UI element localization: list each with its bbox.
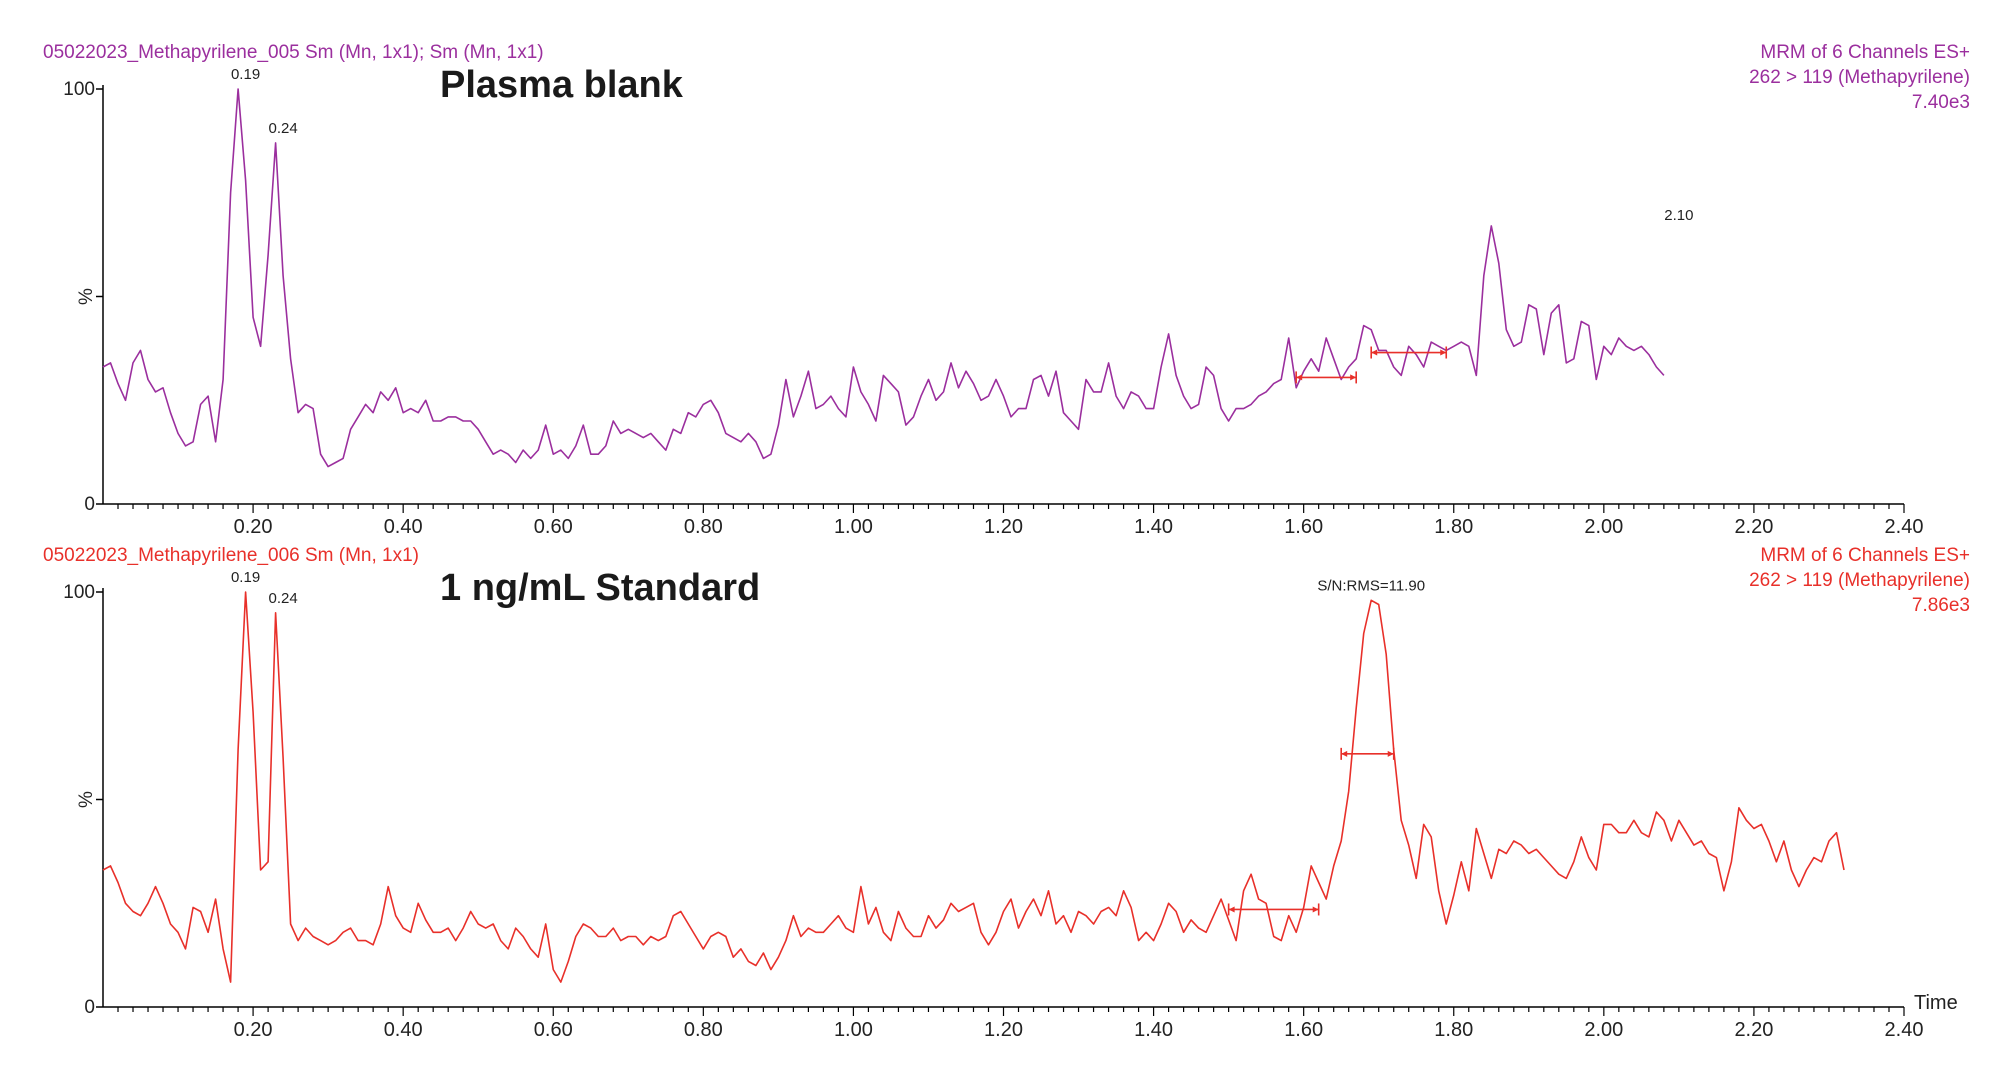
panel-header-right-line3: 7.40e3 [1912,92,1970,113]
overlay-title: 1 ng/mL Standard [440,567,760,609]
overlay-title: Plasma blank [440,64,684,106]
x-tick-label: 2.20 [1734,516,1773,538]
peak-label: 0.19 [231,569,260,586]
y-tick-label: 100 [63,582,95,603]
x-tick-label: 0.20 [234,516,273,538]
x-tick-label: 2.20 [1734,1019,1773,1041]
noise-marker-arrow [1341,750,1348,757]
x-tick-label: 1.00 [834,516,873,538]
panel-header-right-line1: MRM of 6 Channels ES+ [1760,545,1970,566]
x-tick-label: 2.00 [1584,1019,1623,1041]
noise-marker-arrow [1228,906,1235,913]
panel-header-right-line1: MRM of 6 Channels ES+ [1760,42,1970,63]
x-tick-label: 0.60 [534,1019,573,1041]
x-tick-label: 0.80 [684,516,723,538]
x-tick-label: 1.00 [834,1019,873,1041]
panel-header-left: 05022023_Methapyrilene_006 Sm (Mn, 1x1) [43,545,419,566]
plasma-blank-panel: 05022023_Methapyrilene_005 Sm (Mn, 1x1);… [43,42,1970,538]
signal-to-noise-label: S/N:RMS=11.90 [1317,577,1425,594]
x-tick-label: 0.20 [234,1019,273,1041]
panel-header-right-line2: 262 > 119 (Methapyrilene) [1749,67,1970,88]
peak-label: 0.24 [268,120,297,137]
x-tick-label: 0.40 [384,516,423,538]
noise-marker-arrow [1350,374,1357,381]
x-tick-label: 1.40 [1134,516,1173,538]
noise-marker-arrow [1371,349,1378,356]
x-tick-label: 2.40 [1885,516,1924,538]
x-tick-label: 0.60 [534,516,573,538]
chromatogram-trace [102,88,1665,468]
x-tick-label: 0.40 [384,1019,423,1041]
panel-header-right-line3: 7.86e3 [1912,595,1970,616]
chromatogram-trace [102,591,1845,983]
peak-label: 0.19 [231,66,260,83]
x-tick-label: 1.60 [1284,516,1323,538]
x-tick-label: 1.60 [1284,1019,1323,1041]
panel-header-left: 05022023_Methapyrilene_005 Sm (Mn, 1x1);… [43,42,544,63]
y-tick-label: 0 [84,997,95,1018]
y-tick-label: 100 [63,79,95,100]
x-tick-label: 1.20 [984,516,1023,538]
x-tick-label: 1.80 [1434,516,1473,538]
x-tick-label: 2.40 [1885,1019,1924,1041]
panel-header-right-line2: 262 > 119 (Methapyrilene) [1749,570,1970,591]
y-axis-label: % [76,791,97,808]
x-tick-label: 1.80 [1434,1019,1473,1041]
x-tick-label: 2.00 [1584,516,1623,538]
x-tick-label: 1.40 [1134,1019,1173,1041]
peak-label: 0.24 [268,590,297,607]
noise-marker-arrow [1296,374,1303,381]
x-axis-label: Time [1914,992,1958,1014]
y-axis-label: % [76,288,97,305]
noise-marker-arrow [1312,906,1319,913]
peak-label: 2.10 [1664,207,1693,224]
noise-marker-arrow [1387,750,1394,757]
standard-1ngml-panel: 05022023_Methapyrilene_006 Sm (Mn, 1x1) … [43,545,1970,1041]
x-tick-label: 1.20 [984,1019,1023,1041]
noise-marker-arrow [1440,349,1447,356]
x-tick-label: 0.80 [684,1019,723,1041]
y-tick-label: 0 [84,494,95,515]
